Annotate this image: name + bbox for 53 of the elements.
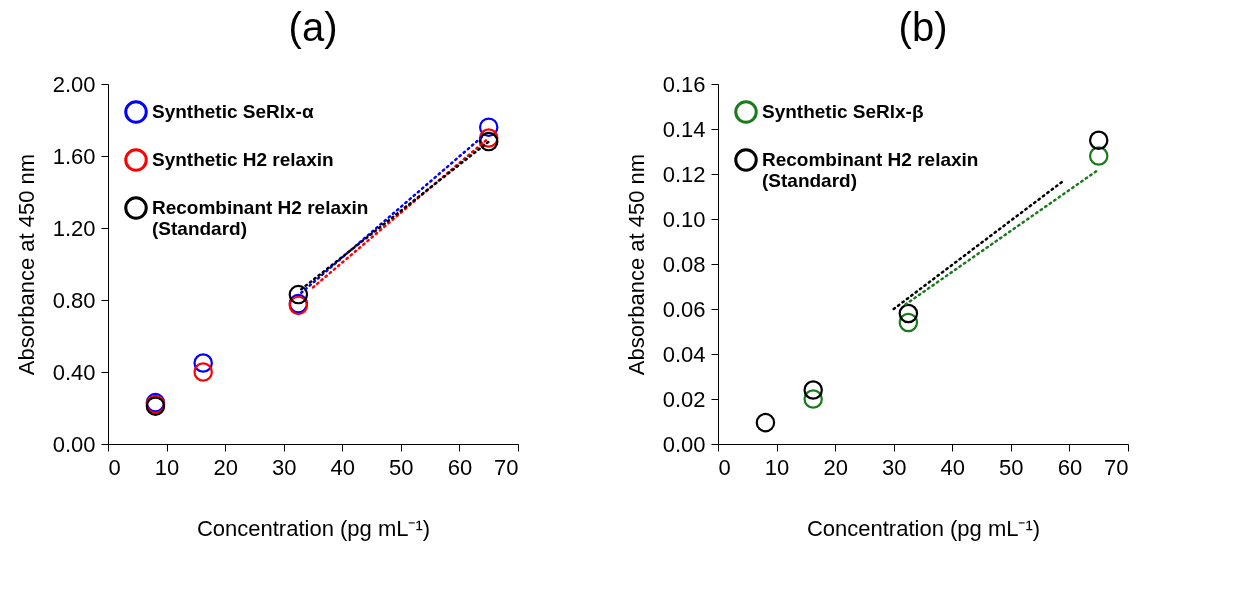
- x-tick-label: 30: [271, 454, 297, 480]
- x-tick-label: 60: [447, 454, 473, 480]
- y-tick-label: 0.16: [662, 71, 706, 97]
- y-tick-label: 0.00: [52, 431, 96, 457]
- legend-label: Synthetic SeRlx-α: [152, 101, 314, 122]
- point: [803, 389, 823, 409]
- point: [898, 303, 919, 324]
- y-tick-label: 0.02: [662, 386, 706, 412]
- y-tick-label: 0.80: [52, 287, 96, 313]
- point: [755, 412, 776, 433]
- y-tick-label: 2.00: [52, 71, 96, 97]
- y-tick-label: 0.10: [662, 206, 706, 232]
- chart-title: (b): [898, 5, 948, 49]
- x-tick-label: 70: [494, 454, 519, 480]
- y-tick-label: 0.04: [662, 341, 706, 367]
- x-tick-label: 50: [999, 454, 1024, 480]
- y-tick-label: 0.06: [662, 296, 706, 322]
- y-tick-label: 0.14: [662, 116, 706, 142]
- x-tick-label: 10: [764, 454, 790, 480]
- legend-label: Recombinant H2 relaxin (Standard): [152, 197, 369, 239]
- x-tick-label: 0: [718, 454, 731, 480]
- x-tick-label: 20: [213, 454, 238, 480]
- point: [193, 362, 213, 382]
- x-tick-label: 10: [154, 454, 180, 480]
- point: [1088, 146, 1109, 166]
- x-tick-label: 30: [881, 454, 907, 480]
- y-tick-label: 0.08: [662, 251, 706, 277]
- x-tick-label: 60: [1057, 454, 1083, 480]
- y-tick-label: 0.00: [662, 431, 706, 457]
- point: [288, 284, 309, 305]
- y-axis-title: Absorbance at 450 nm: [13, 153, 39, 376]
- x-tick-label: 70: [1104, 454, 1129, 480]
- x-tick-label: 0: [108, 454, 121, 480]
- x-axis-title: Concentration (pg mL⁻¹): [806, 515, 1041, 541]
- x-tick-label: 20: [823, 454, 848, 480]
- y-tick-label: 0.40: [52, 359, 96, 385]
- y-axis-title: Absorbance at 450 nm: [623, 153, 649, 376]
- point: [478, 117, 499, 137]
- y-tick-label: 1.20: [52, 215, 96, 241]
- y-tick-label: 1.60: [52, 143, 96, 169]
- x-tick-label: 40: [330, 454, 356, 480]
- point: [193, 353, 213, 373]
- point: [898, 312, 919, 333]
- y-tick-label: 0.12: [662, 161, 706, 187]
- x-tick-label: 50: [389, 454, 414, 480]
- legend-label: Synthetic SeRlx-β: [762, 101, 924, 122]
- point: [803, 380, 823, 400]
- legend-label: Recombinant H2 relaxin (Standard): [762, 149, 979, 191]
- chart-title: (a): [288, 5, 338, 49]
- legend-label: Synthetic H2 relaxin: [152, 149, 334, 170]
- x-tick-label: 40: [940, 454, 966, 480]
- x-axis-title: Concentration (pg mL⁻¹): [196, 515, 431, 541]
- point: [1088, 130, 1109, 150]
